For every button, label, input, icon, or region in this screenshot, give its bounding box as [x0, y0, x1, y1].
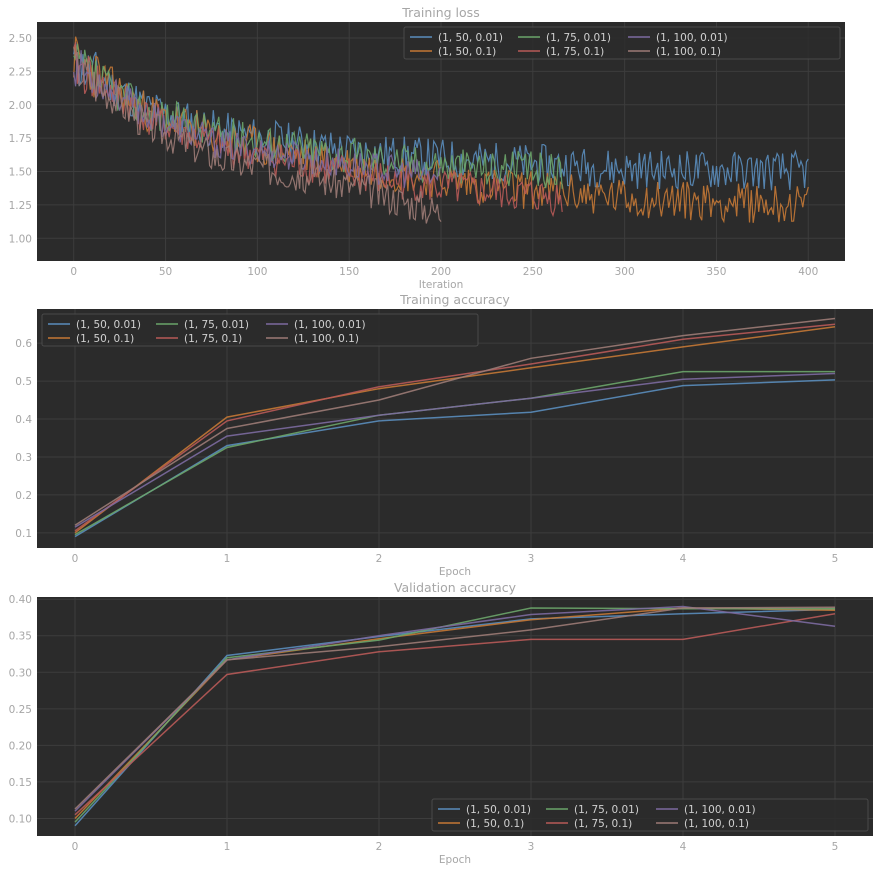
legend-entry: (1, 100, 0.01) — [684, 804, 756, 816]
y-tick-label: 0.15 — [9, 777, 32, 789]
legend-entry: (1, 100, 0.01) — [656, 32, 728, 44]
legend: (1, 50, 0.01) (1, 50, 0.1) (1, 75, 0.01) (1… — [431, 798, 869, 832]
legend-entry: (1, 50, 0.01) — [438, 32, 503, 44]
x-tick-label: 4 — [680, 553, 687, 565]
series-group — [74, 317, 836, 538]
x-tick-label: 350 — [706, 266, 726, 278]
x-tick-label: 300 — [615, 266, 635, 278]
legend-entry: (1, 100, 0.1) — [294, 333, 359, 345]
legend-entry: (1, 75, 0.01) — [546, 32, 611, 44]
x-tick-label: 400 — [798, 266, 818, 278]
grid — [37, 597, 873, 836]
legend: (1, 50, 0.01) (1, 50, 0.1) (1, 75, 0.01) (1… — [41, 313, 479, 347]
legend-entry: (1, 50, 0.1) — [76, 333, 134, 345]
legend-entry: (1, 100, 0.01) — [294, 319, 366, 331]
y-tick-label: 0.40 — [9, 594, 32, 606]
x-tick-label: 100 — [247, 266, 267, 278]
y-tick-label: 0.6 — [15, 338, 32, 350]
x-tick-label: 250 — [523, 266, 543, 278]
x-tick-label: 50 — [159, 266, 172, 278]
y-tick-label: 0.3 — [15, 452, 32, 464]
legend-entry: (1, 50, 0.01) — [466, 804, 531, 816]
legend-box — [403, 26, 841, 60]
panel-1: 0 50 100 150 200 250 300 350 400 1.00 1.25 1.50 1.75… — [9, 5, 845, 291]
chart-title: Training accuracy — [399, 292, 510, 307]
legend-entry: (1, 75, 0.01) — [574, 804, 639, 816]
chart-title: Training loss — [401, 5, 479, 20]
y-tick-label: 2.00 — [9, 100, 32, 112]
x-axis-label: Epoch — [439, 854, 471, 866]
x-tick-label: 5 — [832, 841, 839, 853]
legend-entry: (1, 50, 0.1) — [438, 46, 496, 58]
x-axis-label: Iteration — [419, 279, 464, 291]
y-tick-label: 0.20 — [9, 740, 32, 752]
y-tick-label: 0.30 — [9, 667, 32, 679]
x-tick-label: 200 — [431, 266, 451, 278]
series-line-1 — [74, 379, 836, 538]
y-tick-label: 0.1 — [15, 528, 32, 540]
y-tick-label: 0.4 — [15, 414, 32, 426]
x-tick-label: 4 — [680, 841, 687, 853]
y-tick-label: 1.25 — [9, 200, 32, 212]
x-tick-label: 3 — [528, 553, 535, 565]
series-line-2 — [74, 326, 836, 534]
y-tick-label: 2.25 — [9, 66, 32, 78]
x-tick-label: 5 — [832, 553, 839, 565]
legend-entry: (1, 100, 0.1) — [684, 818, 749, 830]
legend: (1, 50, 0.01) (1, 50, 0.1) (1, 75, 0.01) (1… — [403, 26, 841, 60]
y-tick-label: 1.75 — [9, 133, 32, 145]
y-tick-label: 0.5 — [15, 376, 32, 388]
y-tick-label: 0.2 — [15, 490, 32, 502]
series-line-6 — [74, 317, 836, 526]
legend-entry: (1, 50, 0.01) — [76, 319, 141, 331]
legend-entry: (1, 100, 0.1) — [656, 46, 721, 58]
x-tick-label: 0 — [70, 266, 77, 278]
x-tick-label: 150 — [339, 266, 359, 278]
series-line-2 — [73, 36, 809, 224]
x-tick-label: 0 — [72, 841, 79, 853]
y-tick-label: 0.25 — [9, 704, 32, 716]
y-tick-label: 0.10 — [9, 813, 32, 825]
x-tick-label: 0 — [72, 553, 79, 565]
legend-entry: (1, 75, 0.1) — [546, 46, 604, 58]
y-tick-label: 1.50 — [9, 167, 32, 179]
series-line-6 — [73, 47, 442, 224]
chart-title: Validation accuracy — [394, 580, 517, 595]
x-tick-label: 2 — [376, 553, 383, 565]
legend-entry: (1, 75, 0.1) — [184, 333, 242, 345]
x-tick-label: 2 — [376, 841, 383, 853]
plot-area — [37, 597, 873, 836]
series-group — [73, 36, 809, 224]
legend-entry: (1, 75, 0.01) — [184, 319, 249, 331]
series-line-5 — [74, 372, 836, 528]
x-tick-label: 1 — [224, 553, 231, 565]
series-line-6 — [74, 606, 836, 810]
x-tick-label: 3 — [528, 841, 535, 853]
series-line-4 — [74, 613, 836, 816]
legend-box — [431, 798, 869, 832]
series-group — [74, 605, 836, 827]
y-tick-label: 0.35 — [9, 631, 32, 643]
panel-3: 0 1 2 3 4 5 0.10 0.15 0.20 0.25 0.30 0.35 0.40 Valida… — [9, 580, 873, 866]
legend-entry: (1, 75, 0.1) — [574, 818, 632, 830]
y-tick-label: 1.00 — [9, 233, 32, 245]
legend-box — [41, 313, 479, 347]
legend-entry: (1, 50, 0.1) — [466, 818, 524, 830]
x-tick-label: 1 — [224, 841, 231, 853]
plot-area — [37, 309, 873, 548]
x-axis-label: Epoch — [439, 566, 471, 578]
y-tick-label: 2.50 — [9, 33, 32, 45]
panel-2: 0 1 2 3 4 5 0.1 0.2 0.3 0.4 0.5 0.6 Training accurac… — [15, 292, 873, 578]
series-line-4 — [74, 323, 836, 532]
